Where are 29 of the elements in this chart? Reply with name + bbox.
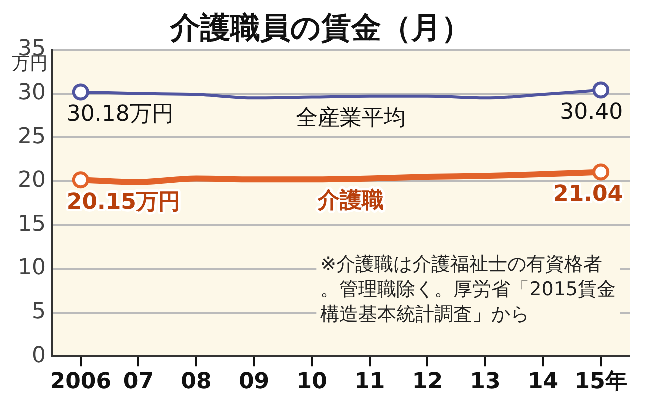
y-tick-label: 10 <box>18 256 46 281</box>
x-tick-label: 12 <box>412 370 444 395</box>
x-tick-label: 11 <box>354 370 386 395</box>
y-tick-label: 30 <box>18 80 46 106</box>
annotation: ※介護職は介護福祉士の有資格者。管理職除く。厚労省「2015賃金構造基本統計調査」から <box>320 253 616 326</box>
chart-title: 介護職員の賃金（月） <box>170 10 472 46</box>
y-tick-label: 5 <box>32 300 46 325</box>
x-tick-label: 09 <box>238 370 270 395</box>
x-tick-label: 15年 <box>574 370 628 395</box>
y-tick-label: 25 <box>18 124 46 150</box>
data-label: 20.15万円 <box>66 190 180 215</box>
data-label: 30.40 <box>560 100 624 126</box>
x-tick-label: 13 <box>470 370 501 395</box>
x-tick-label: 07 <box>123 370 154 395</box>
series-label: 全産業平均 <box>296 106 406 132</box>
x-tick-label: 2006 <box>50 370 112 395</box>
x-tick-label: 08 <box>181 370 212 395</box>
x-tick-label: 14 <box>528 370 559 395</box>
series-label: 介護職 <box>316 188 384 214</box>
y-tick-label: 20 <box>18 168 46 194</box>
point <box>592 164 610 181</box>
data-label: 21.04 <box>554 182 624 208</box>
data-label: 30.18万円 <box>66 102 174 127</box>
point <box>592 82 610 99</box>
x-tick-label: 10 <box>296 370 328 395</box>
y-tick-label: 0 <box>32 343 46 368</box>
y-tick-label: 15 <box>18 212 46 237</box>
point <box>72 84 90 101</box>
point <box>72 172 90 189</box>
